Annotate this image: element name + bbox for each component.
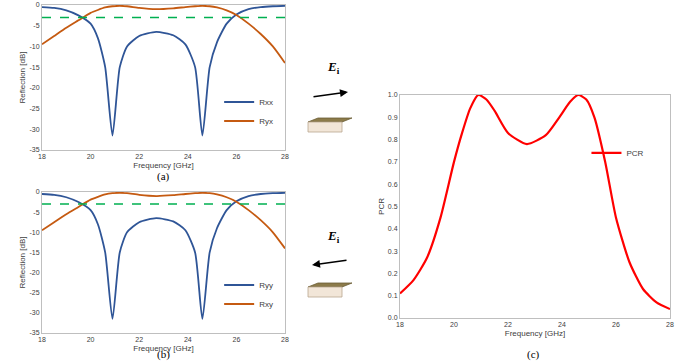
svg-text:26: 26: [233, 153, 241, 160]
svg-text:(c): (c): [527, 348, 540, 361]
svg-text:Reflection [dB]: Reflection [dB]: [18, 236, 27, 288]
svg-text:-10: -10: [29, 43, 39, 50]
svg-text:PCR: PCR: [377, 198, 386, 215]
svg-text:0.4: 0.4: [388, 225, 398, 232]
svg-text:0.0: 0.0: [388, 314, 398, 321]
svg-text:Rxy: Rxy: [259, 300, 273, 309]
svg-text:20: 20: [87, 336, 95, 343]
svg-text:24: 24: [184, 336, 192, 343]
svg-text:0.9: 0.9: [388, 114, 398, 121]
svg-text:20: 20: [87, 153, 95, 160]
svg-text:22: 22: [504, 321, 512, 328]
svg-text:PCR: PCR: [626, 149, 643, 158]
svg-text:24: 24: [558, 321, 566, 328]
svg-text:18: 18: [396, 321, 404, 328]
svg-text:-15: -15: [29, 64, 39, 71]
svg-text:28: 28: [281, 336, 289, 343]
svg-text:-30: -30: [29, 126, 39, 133]
svg-text:0.1: 0.1: [388, 292, 398, 299]
svg-text:26: 26: [612, 321, 620, 328]
svg-text:-20: -20: [29, 84, 39, 91]
svg-text:26: 26: [233, 336, 241, 343]
svg-text:20: 20: [450, 321, 458, 328]
svg-text:-10: -10: [29, 229, 39, 236]
svg-text:-20: -20: [29, 269, 39, 276]
svg-text:18: 18: [38, 336, 46, 343]
svg-text:-15: -15: [29, 249, 39, 256]
svg-text:0: 0: [36, 1, 40, 8]
svg-text:-30: -30: [29, 309, 39, 316]
svg-text:-5: -5: [33, 209, 39, 216]
svg-text:0.2: 0.2: [388, 270, 398, 277]
svg-text:-25: -25: [29, 105, 39, 112]
svg-text:22: 22: [135, 153, 143, 160]
svg-text:0.5: 0.5: [388, 203, 398, 210]
svg-text:28: 28: [666, 321, 674, 328]
svg-text:Reflection [dB]: Reflection [dB]: [18, 51, 27, 103]
svg-text:E​i​: E​i​: [327, 59, 340, 76]
svg-text:22: 22: [135, 336, 143, 343]
svg-text:Frequency [GHz]: Frequency [GHz]: [133, 344, 193, 353]
svg-text:-35: -35: [29, 146, 39, 153]
svg-text:Rxx: Rxx: [259, 98, 273, 107]
svg-text:(b): (b): [157, 348, 170, 361]
svg-text:(a): (a): [157, 170, 170, 183]
svg-text:0.6: 0.6: [388, 181, 398, 188]
svg-text:28: 28: [281, 153, 289, 160]
svg-text:Frequency [GHz]: Frequency [GHz]: [505, 329, 565, 338]
svg-text:Frequency [GHz]: Frequency [GHz]: [133, 161, 193, 170]
svg-text:Ryy: Ryy: [259, 281, 273, 290]
svg-text:Ryx: Ryx: [259, 117, 273, 126]
svg-text:0.8: 0.8: [388, 136, 398, 143]
svg-text:E​i​: E​i​: [327, 228, 340, 245]
svg-text:0.7: 0.7: [388, 158, 398, 165]
svg-text:18: 18: [38, 153, 46, 160]
svg-text:24: 24: [184, 153, 192, 160]
svg-text:0.3: 0.3: [388, 248, 398, 255]
svg-text:-25: -25: [29, 289, 39, 296]
svg-text:-5: -5: [33, 22, 39, 29]
svg-text:-35: -35: [29, 329, 39, 336]
svg-text:1.0: 1.0: [388, 91, 398, 98]
svg-text:0: 0: [36, 188, 40, 195]
